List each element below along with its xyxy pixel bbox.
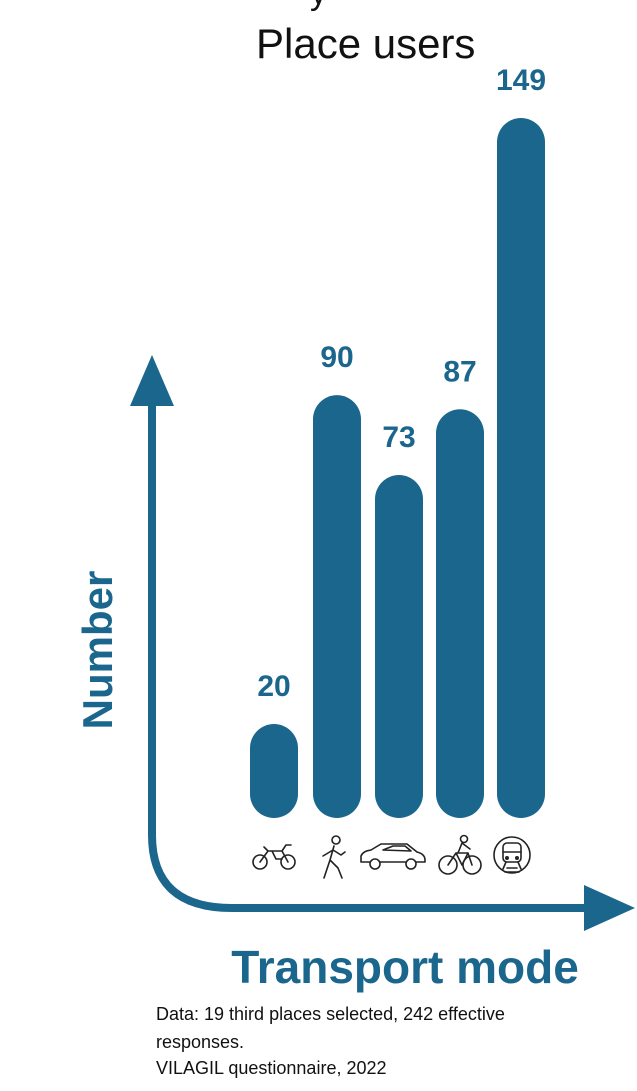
bar-car	[375, 475, 423, 818]
motorcycle-icon	[252, 844, 296, 870]
car-icon	[360, 843, 426, 870]
axes	[130, 355, 635, 931]
source-note-line1: Data: 19 third places selected, 242 effe…	[156, 1004, 505, 1024]
y-axis-arrowhead	[130, 355, 174, 406]
x-axis-arrowhead	[584, 885, 635, 931]
walking-person-icon	[322, 835, 346, 879]
bar-public-transport	[497, 118, 545, 818]
bar-motorcycle	[250, 724, 298, 818]
bar-value-label: 20	[257, 670, 290, 703]
source-note-line3: VILAGIL questionnaire, 2022	[156, 1058, 387, 1078]
y-axis-label: Number	[74, 571, 121, 730]
bar-value-label: 149	[496, 64, 546, 97]
bar-walking	[313, 395, 361, 818]
category-icons	[252, 834, 531, 879]
bar-value-label: 87	[443, 355, 476, 388]
y-axis-line	[148, 376, 609, 912]
bicycle-icon	[438, 834, 482, 875]
bar-value-label: 90	[320, 341, 353, 374]
bar-value-label: 73	[382, 421, 415, 454]
chart-title-fragment: y	[0, 0, 637, 13]
x-axis-label: Transport mode	[231, 941, 579, 993]
bar-value-labels: 20 90 73 87 149	[257, 64, 546, 703]
source-note: Data: 19 third places selected, 242 effe…	[156, 1002, 505, 1080]
chart-title: Place users	[256, 20, 476, 67]
bar-bicycle	[436, 409, 484, 818]
source-note-line2: responses.	[156, 1032, 245, 1052]
bars	[250, 118, 545, 818]
train-icon	[493, 836, 531, 874]
